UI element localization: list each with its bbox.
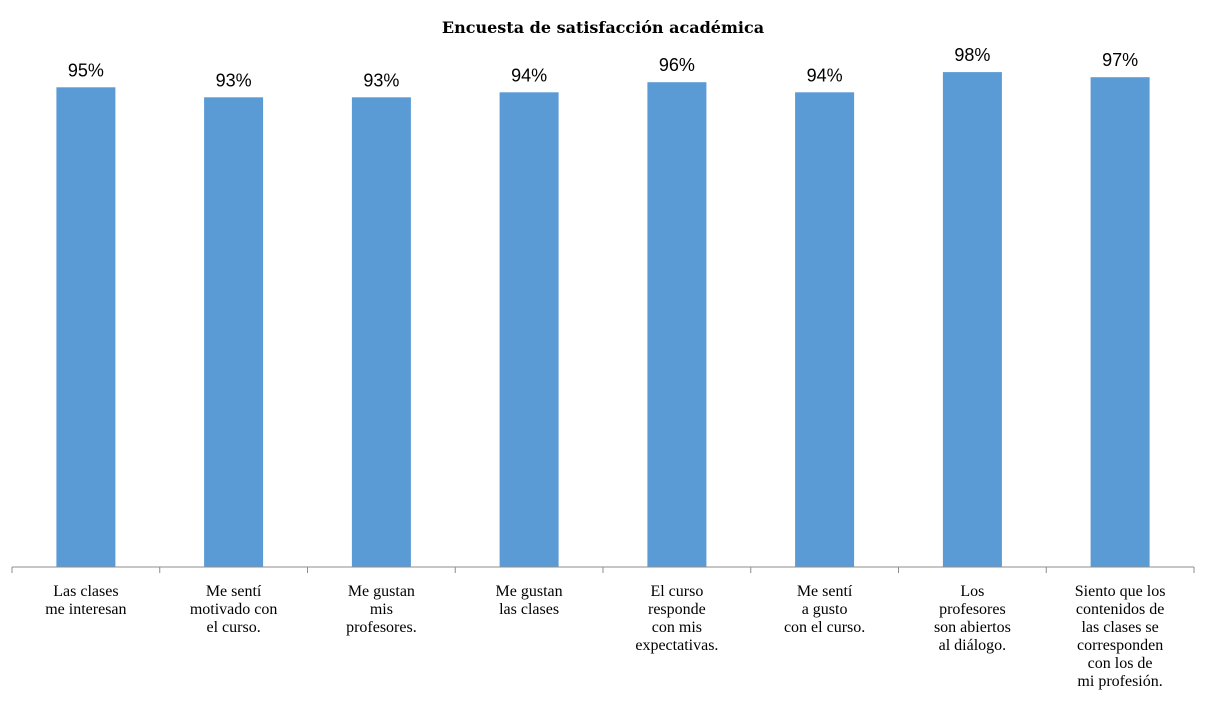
category-label: El curso responde con mis expectativas. [607, 583, 747, 655]
category-label: Las clases me interesan [16, 583, 156, 619]
bar [352, 97, 411, 567]
category-label: Me gustan mis profesores. [311, 583, 451, 637]
category-label: Me sentí a gusto con el curso. [755, 583, 895, 637]
bar-value-label: 94% [807, 65, 843, 85]
bar [1091, 77, 1150, 567]
category-label: Me sentí motivado con el curso. [164, 583, 304, 637]
bars-layer [56, 72, 1149, 567]
bar-value-label: 97% [1102, 50, 1138, 70]
category-label: Siento que los contenidos de las clases … [1050, 583, 1190, 691]
bar-value-label: 98% [954, 45, 990, 65]
bar [647, 82, 706, 567]
bar [56, 87, 115, 567]
bar-value-label: 95% [68, 60, 104, 80]
bar [500, 92, 559, 567]
category-label: Los profesores son abiertos al diálogo. [902, 583, 1042, 655]
bar [795, 92, 854, 567]
bar-value-label: 96% [659, 55, 695, 75]
bar-value-label: 93% [363, 70, 399, 90]
bar-value-label: 93% [216, 70, 252, 90]
bar-value-label: 94% [511, 65, 547, 85]
category-label: Me gustan las clases [459, 583, 599, 619]
bar [943, 72, 1002, 567]
bar [204, 97, 263, 567]
x-axis [12, 567, 1194, 573]
